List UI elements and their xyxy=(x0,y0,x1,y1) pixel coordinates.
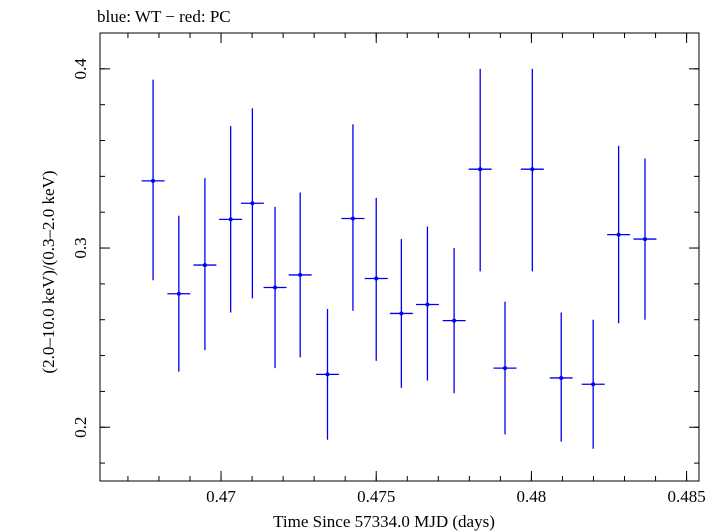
data-point xyxy=(193,178,217,351)
x-tick-label: 0.47 xyxy=(206,487,236,506)
data-marker xyxy=(151,178,156,183)
data-marker xyxy=(503,366,508,371)
data-marker xyxy=(591,382,596,387)
data-marker xyxy=(298,272,303,277)
data-point xyxy=(493,301,517,435)
y-axis-title: (2.0–10.0 keV)/(0.3–2.0 keV) xyxy=(39,170,58,373)
y-tick-label: 0.2 xyxy=(71,417,90,438)
data-point xyxy=(633,158,657,320)
data-point xyxy=(288,192,312,358)
data-point xyxy=(520,68,544,272)
data-point xyxy=(364,197,388,361)
data-point xyxy=(141,79,165,281)
y-tick-label: 0.4 xyxy=(71,58,90,80)
data-point xyxy=(581,319,605,449)
data-marker xyxy=(228,217,233,222)
data-marker xyxy=(559,375,564,380)
data-point xyxy=(468,68,492,272)
data-marker xyxy=(530,167,535,172)
data-marker xyxy=(399,311,404,316)
x-tick-label: 0.48 xyxy=(517,487,547,506)
data-marker xyxy=(273,285,278,290)
data-marker xyxy=(325,372,330,377)
axis-tick-labels: 0.47 0.475 0.48 0.485 0.2 0.3 0.4 xyxy=(71,58,706,506)
y-tick-label: 0.3 xyxy=(71,237,90,258)
data-point xyxy=(341,124,365,311)
data-point xyxy=(263,206,287,369)
data-point xyxy=(442,248,466,394)
data-marker xyxy=(478,167,483,172)
data-point xyxy=(167,215,191,372)
plot-frame xyxy=(99,32,700,482)
axis-ticks xyxy=(100,32,699,481)
data-marker xyxy=(176,291,181,296)
data-point xyxy=(316,308,339,440)
data-points xyxy=(141,68,657,449)
data-point xyxy=(607,145,631,324)
data-marker xyxy=(374,276,379,281)
data-marker xyxy=(452,318,457,323)
data-marker xyxy=(250,201,255,206)
data-marker xyxy=(616,232,621,237)
chart-title: blue: WT − red: PC xyxy=(97,7,231,26)
data-point xyxy=(389,239,413,388)
x-axis-title: Time Since 57334.0 MJD (days) xyxy=(273,512,495,531)
data-point xyxy=(549,312,573,442)
x-tick-label: 0.475 xyxy=(357,487,395,506)
data-point xyxy=(219,126,243,313)
x-tick-label: 0.485 xyxy=(667,487,705,506)
data-point xyxy=(415,226,439,381)
data-marker xyxy=(425,302,430,307)
data-marker xyxy=(202,263,207,268)
data-marker xyxy=(642,237,647,242)
data-point xyxy=(240,108,264,299)
data-marker xyxy=(350,216,355,221)
